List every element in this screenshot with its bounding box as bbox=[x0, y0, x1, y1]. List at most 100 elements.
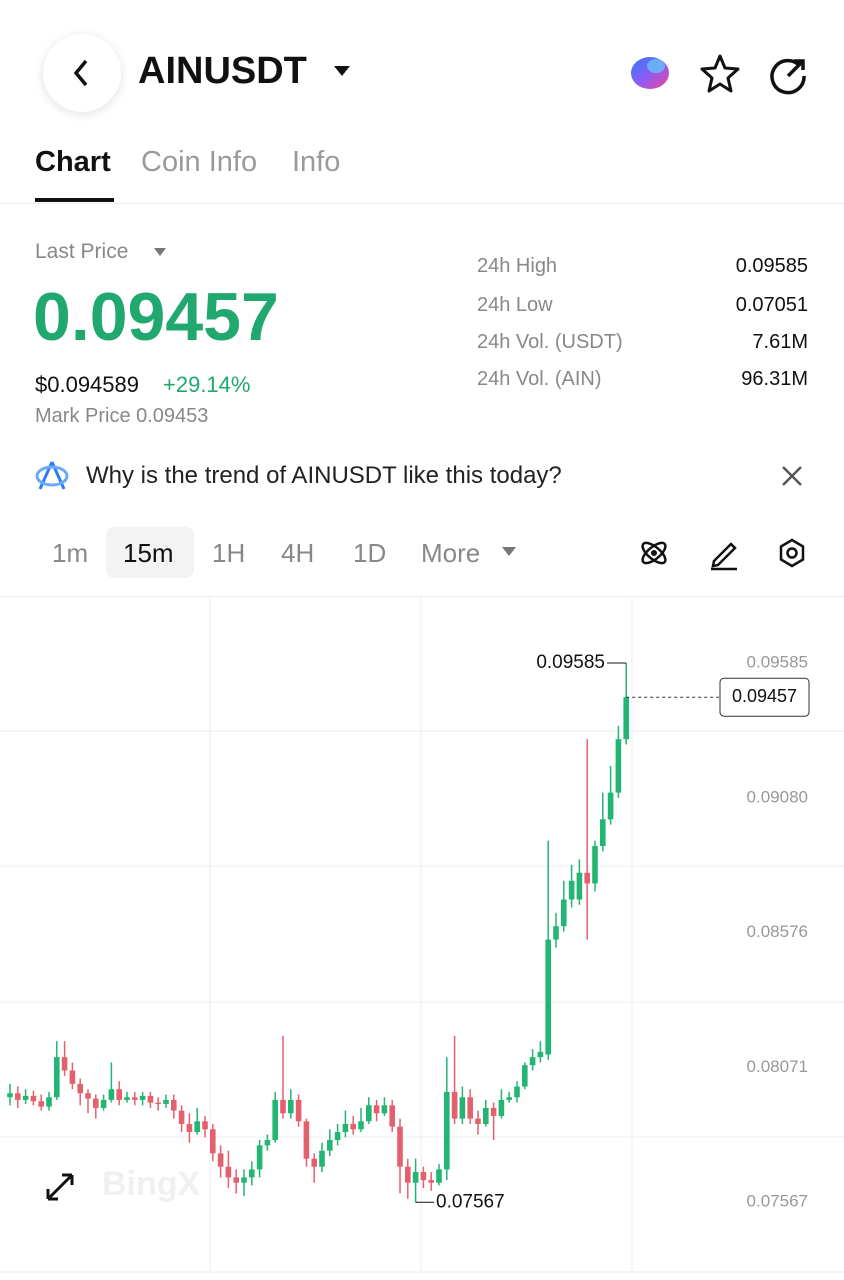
candle-body bbox=[85, 1093, 91, 1099]
candle-body bbox=[405, 1166, 411, 1183]
price-change: +29.14% bbox=[163, 372, 251, 397]
candle-body bbox=[280, 1099, 286, 1114]
candle-body bbox=[303, 1121, 310, 1159]
expand-icon[interactable] bbox=[46, 1173, 74, 1201]
stat-label: 24h High bbox=[477, 255, 558, 277]
candle-body bbox=[311, 1158, 317, 1167]
low-marker-label: 0.07567 bbox=[436, 1191, 505, 1212]
candle-body bbox=[241, 1177, 247, 1183]
candle-body bbox=[77, 1083, 83, 1094]
interval[interactable]: 1H bbox=[212, 538, 246, 568]
candle-body bbox=[7, 1093, 13, 1098]
candle-body bbox=[249, 1169, 255, 1178]
last-price-label: 0.09457 bbox=[732, 686, 797, 706]
candle-body bbox=[217, 1153, 224, 1167]
candle-body bbox=[30, 1095, 37, 1102]
candle-body bbox=[561, 899, 567, 927]
candle-body bbox=[334, 1131, 341, 1140]
candle-body bbox=[475, 1118, 481, 1124]
candle-body bbox=[178, 1110, 185, 1124]
candle-body bbox=[498, 1099, 505, 1116]
grid bbox=[0, 597, 844, 1273]
mark-price: Mark Price 0.09453 bbox=[35, 405, 209, 427]
interval[interactable]: More bbox=[421, 538, 481, 568]
symbol-dropdown[interactable] bbox=[330, 62, 354, 80]
high-marker-label: 0.09585 bbox=[536, 652, 605, 673]
last-price-tag bbox=[719, 677, 810, 717]
ai-logo bbox=[35, 461, 69, 490]
share-icon[interactable] bbox=[766, 52, 810, 96]
candle-body bbox=[155, 1102, 161, 1104]
candle-body bbox=[506, 1097, 512, 1100]
candle-body bbox=[61, 1057, 68, 1071]
stat-label: 24h Vol. (USDT) bbox=[477, 331, 623, 353]
candle-body bbox=[366, 1105, 372, 1122]
ai-banner[interactable]: Why is the trend of AINUSDT like this to… bbox=[86, 462, 562, 489]
y-tick-label: 0.08071 bbox=[747, 1057, 808, 1076]
y-tick-label: 0.07567 bbox=[747, 1192, 808, 1211]
interval-active[interactable]: 15m bbox=[123, 538, 174, 568]
symbol[interactable]: AINUSDT bbox=[138, 50, 307, 92]
interval[interactable]: 4H bbox=[281, 538, 315, 568]
candle-body bbox=[93, 1098, 99, 1108]
candle-body bbox=[147, 1095, 154, 1103]
candle-body bbox=[100, 1099, 107, 1108]
y-tick-label: 0.09585 bbox=[747, 652, 808, 671]
tab[interactable]: Info bbox=[292, 146, 341, 178]
candle-body bbox=[319, 1150, 325, 1167]
candle-body bbox=[358, 1121, 364, 1130]
more-dropdown[interactable] bbox=[500, 545, 518, 559]
tab[interactable]: Coin Info bbox=[141, 146, 258, 178]
candle-body bbox=[186, 1123, 193, 1132]
settings-icon[interactable] bbox=[774, 535, 810, 571]
ai-icon[interactable] bbox=[626, 50, 674, 96]
back-button[interactable] bbox=[43, 34, 121, 112]
close-banner[interactable] bbox=[778, 462, 806, 490]
candle-body bbox=[22, 1095, 29, 1100]
candle-body bbox=[553, 926, 559, 940]
candle-body bbox=[15, 1093, 21, 1100]
draw-icon[interactable] bbox=[706, 535, 742, 571]
usd-price: $0.094589 bbox=[35, 372, 139, 397]
candle-body bbox=[295, 1099, 302, 1122]
candle-body bbox=[124, 1097, 130, 1100]
indicator-icon[interactable] bbox=[636, 535, 672, 571]
stat-label: 24h Vol. (AIN) bbox=[477, 368, 602, 390]
candle-body bbox=[350, 1123, 356, 1130]
candle-body bbox=[615, 739, 622, 793]
candle-body bbox=[397, 1126, 403, 1167]
candle-body bbox=[202, 1121, 208, 1130]
candle-body bbox=[342, 1123, 349, 1132]
candle-body bbox=[194, 1121, 200, 1132]
interval[interactable]: 1D bbox=[353, 538, 387, 568]
stat-value: 7.61M bbox=[752, 331, 808, 353]
stat-value: 96.31M bbox=[741, 368, 808, 390]
y-tick-label: 0.09080 bbox=[747, 787, 808, 806]
candle-body bbox=[467, 1097, 473, 1119]
favorite-icon[interactable] bbox=[698, 52, 742, 96]
tab-active[interactable]: Chart bbox=[35, 146, 111, 178]
price-label[interactable]: Last Price bbox=[35, 240, 129, 263]
candle-body bbox=[288, 1099, 294, 1114]
interval[interactable]: 1m bbox=[52, 538, 89, 568]
divider bbox=[0, 203, 844, 204]
candle-body bbox=[576, 872, 583, 900]
candle-body bbox=[46, 1097, 52, 1107]
candle-body bbox=[490, 1107, 497, 1116]
candle-body bbox=[444, 1091, 450, 1170]
candle-body bbox=[623, 697, 629, 740]
price-label-dropdown[interactable] bbox=[152, 246, 168, 258]
stat-label: 24h Low bbox=[477, 294, 553, 316]
candle-body bbox=[451, 1091, 458, 1119]
candle-body bbox=[584, 872, 590, 884]
candle-body bbox=[420, 1172, 427, 1181]
candle-body bbox=[272, 1099, 278, 1140]
candle-body bbox=[522, 1065, 528, 1087]
candle-body bbox=[529, 1057, 536, 1066]
candle-body bbox=[38, 1101, 44, 1107]
candlestick-chart[interactable]: BingX 0.09585 0.09080 0.08576 0.08071 0.0756… bbox=[0, 597, 844, 1280]
candle-body bbox=[327, 1139, 333, 1151]
candle-body bbox=[132, 1097, 138, 1100]
candle-body bbox=[537, 1051, 544, 1058]
